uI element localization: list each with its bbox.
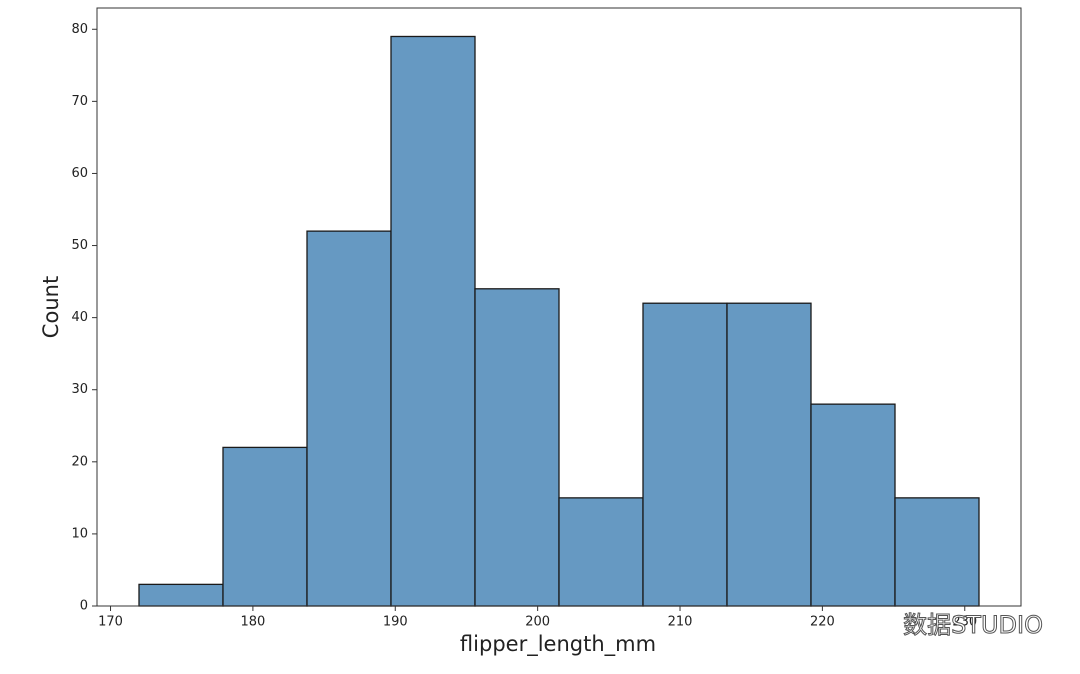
y-tick-label: 0 (80, 599, 88, 614)
bar (642, 302, 728, 607)
bar (558, 497, 644, 607)
y-tick-label: 20 (71, 454, 88, 469)
axes-frame (96, 7, 1022, 607)
y-tick-label: 80 (71, 22, 88, 37)
bar (810, 403, 896, 607)
watermark: 数据STUDIO (903, 611, 1043, 639)
bar (138, 583, 224, 607)
x-tick-label: 230 (952, 615, 977, 630)
x-axis-label: flipper_length_mm (460, 632, 656, 657)
x-tick-label: 220 (810, 615, 835, 630)
bar (726, 302, 812, 607)
y-tick-label: 40 (71, 310, 88, 325)
x-tick-label: 190 (383, 615, 408, 630)
bar (474, 288, 560, 607)
x-tick-label: 180 (240, 615, 265, 630)
x-tick-label: 210 (668, 615, 693, 630)
y-tick-label: 60 (71, 166, 88, 181)
y-axis-label: Count (39, 276, 63, 338)
bar (222, 446, 308, 607)
bar (306, 230, 392, 607)
y-tick-label: 70 (71, 94, 88, 109)
bar (390, 35, 476, 607)
bar (894, 497, 980, 607)
y-tick-label: 10 (71, 526, 88, 541)
x-tick-label: 170 (98, 615, 123, 630)
y-tick-label: 50 (71, 238, 88, 253)
x-tick-label: 200 (525, 615, 550, 630)
y-tick-label: 30 (71, 382, 88, 397)
